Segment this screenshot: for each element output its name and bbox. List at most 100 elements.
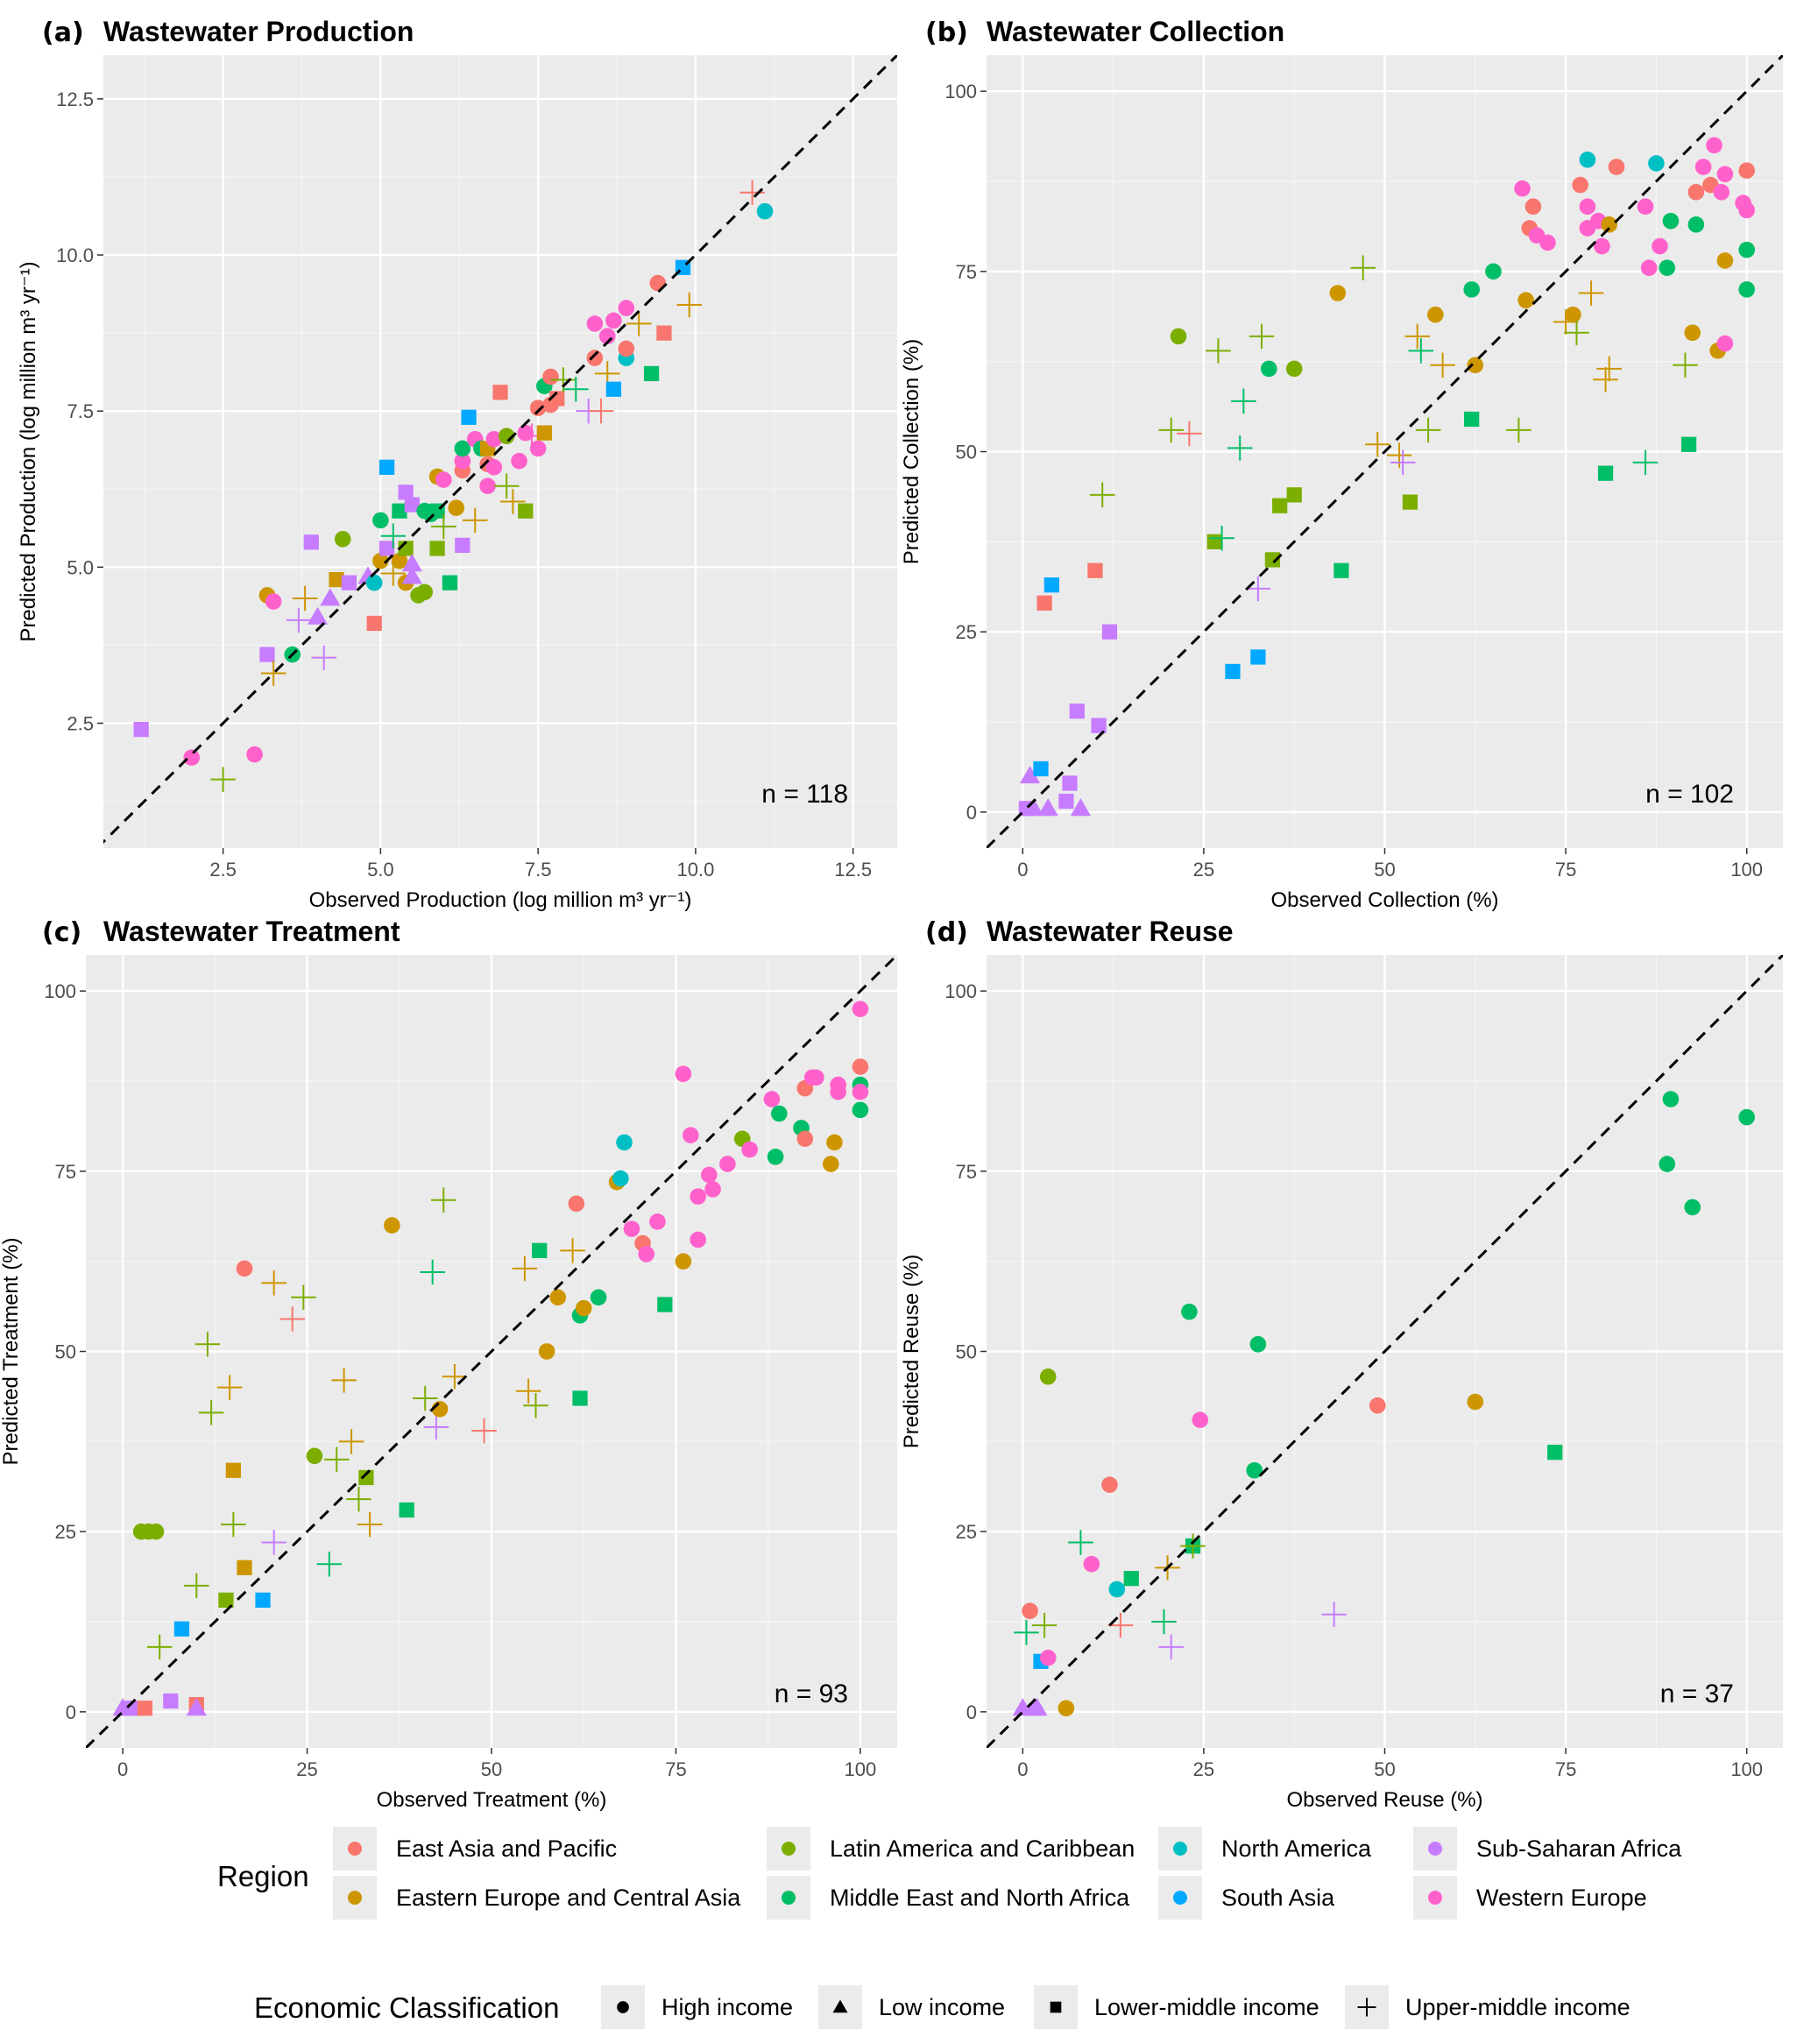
x-tick-label: 100 [1730,1758,1763,1780]
data-point [796,1130,814,1148]
data-point [186,1698,207,1716]
data-point [771,1105,788,1122]
data-point [1716,252,1734,269]
data-point [1524,198,1542,216]
data-point [1227,435,1253,461]
data-point [401,566,422,584]
data-point [529,440,547,457]
identity-line [103,55,897,844]
data-point [1659,1156,1676,1172]
data-point [292,585,318,612]
y-tick-label: 2.5 [67,712,94,734]
data-point [1043,577,1059,593]
data-point [1031,1612,1058,1638]
data-point [1564,320,1589,345]
data-point [1662,212,1680,230]
data-point [210,767,236,792]
legend-swatch [1050,2001,1062,2013]
panel-title: Wastewater Reuse [987,916,1234,947]
legend-item: East Asia and Pacific [333,1827,617,1871]
x-axis-title: Observed Reuse (%) [1286,1788,1482,1812]
data-point [1225,663,1241,680]
data-point [1158,1634,1184,1660]
data-point [618,300,635,316]
data-point [682,1127,699,1143]
y-tick-label: 0 [66,1701,76,1723]
data-point [1637,198,1654,216]
panel-a: (a) Wastewater Production 2.5 5.0 7.5 10.0 12.… [17,16,897,912]
data-point [331,1368,357,1393]
data-point [216,1375,243,1400]
y-axis-title: Predicted Treatment (%) [0,1237,23,1465]
data-point [1596,356,1622,382]
data-point [1684,324,1701,342]
data-point [291,1284,316,1311]
data-point [358,1469,374,1486]
data-point [492,385,508,400]
data-point [1068,1530,1093,1555]
data-point [852,1001,869,1018]
data-point [1517,292,1534,309]
data-point [536,425,552,441]
data-point [1177,421,1202,447]
legend-swatch [617,2001,629,2013]
data-point [1467,1393,1484,1411]
x-tick-label: 100 [845,1758,877,1780]
data-point [1608,159,1625,175]
x-tick-label: 0 [1017,859,1028,881]
data-point [184,1573,209,1599]
data-point [1579,198,1596,216]
data-point [1597,465,1614,481]
data-point [512,1255,538,1282]
legend-label: Low income [879,1994,1005,2020]
x-tick-label: 100 [1730,859,1763,881]
data-point [1058,1700,1075,1717]
y-tick-label: 5.0 [67,556,94,578]
data-point [1364,432,1390,457]
x-tick-label: 5.0 [367,859,394,881]
y-tick-label: 50 [956,1341,977,1363]
data-point [1329,285,1347,301]
data-point [346,1486,371,1512]
n-label: n = 102 [1645,780,1734,809]
panel-label: (b) [925,18,968,48]
data-point [122,1701,138,1716]
n-label: n = 37 [1660,1680,1734,1708]
data-point [1514,180,1531,197]
x-tick-label: 50 [481,1758,502,1780]
data-point [1464,411,1480,428]
legend-swatch [348,1891,362,1905]
data-point [588,398,614,424]
plot-area [987,55,1783,848]
data-point [500,489,526,514]
data-point [1485,263,1502,280]
data-point [1506,417,1532,443]
data-point [1091,718,1107,733]
data-point [316,1551,343,1577]
data-point [320,588,341,606]
x-tick-label: 12.5 [834,859,872,881]
data-point [1250,649,1266,665]
legend-label: High income [661,1994,793,2020]
data-point [1386,442,1412,468]
data-point [1014,1620,1039,1645]
y-tick-label: 50 [956,442,977,463]
data-point [1673,352,1698,378]
data-point [261,1530,287,1555]
legend-region: Region East Asia and Pacific Eastern Europ… [217,1827,1682,1920]
panel-label: (c) [42,917,81,948]
data-point [431,513,456,540]
legend-label: North America [1221,1835,1372,1862]
data-point [852,1058,869,1075]
data-point [756,202,774,220]
y-tick-label: 100 [944,980,977,1002]
panel-title: Wastewater Collection [987,16,1284,47]
panel-title: Wastewater Production [103,16,414,47]
data-point [690,1231,707,1248]
data-point [550,367,577,393]
x-tick-label: 7.5 [525,859,552,881]
data-point [365,574,383,591]
data-point [286,607,312,633]
data-point [366,615,382,632]
